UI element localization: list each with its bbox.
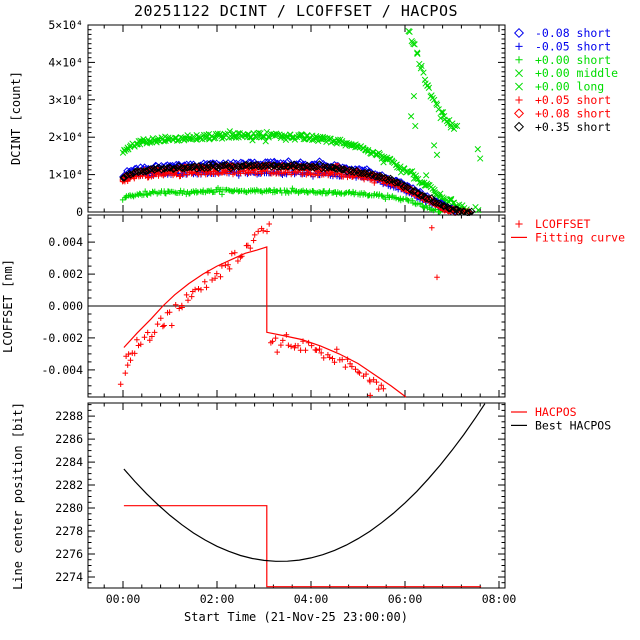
panel-dcint: 0 1×10⁴ 2×10⁴ 3×10⁴ 4×10⁴ 5×10⁴ -0.08 short-0.…	[48, 18, 618, 219]
legend-marker-plus	[515, 96, 523, 104]
lcoffset-scatter-fall	[268, 332, 387, 392]
xtick-label: 04:00	[294, 592, 329, 606]
legend-item: LCOFFSET	[515, 217, 590, 231]
legend-label: -0.08 short	[535, 26, 611, 40]
legend-label: +0.00 middle	[535, 66, 618, 80]
legend-label: LCOFFSET	[535, 217, 590, 231]
xtick-label: 00:00	[106, 592, 141, 606]
hacpos-line	[123, 505, 482, 588]
legend-marker-diamond	[513, 121, 525, 132]
y-axis-label-dcint: DCINT [count]	[9, 71, 23, 165]
y-axis-label-hacpos: Line center position [bit]	[11, 402, 25, 590]
ytick-label: 2288	[55, 409, 83, 423]
ytick-label: 1×10⁴	[48, 168, 83, 182]
lcoffset-scatter-outliers	[117, 225, 440, 399]
ytick-label: -0.004	[41, 363, 83, 377]
ytick-label: 2278	[55, 524, 83, 538]
series-+0.00-middle	[405, 27, 461, 132]
ytick-label: 0	[76, 205, 83, 219]
ytick-label: 2282	[55, 478, 83, 492]
ytick-label: 2×10⁴	[48, 130, 83, 144]
legend-label: +0.00 long	[535, 80, 604, 94]
series-+0.00-short	[119, 185, 444, 215]
series-outliers	[407, 92, 484, 214]
legend-item: +0.00 short	[515, 53, 611, 67]
ytick-label: 2276	[55, 547, 83, 561]
legend-marker-cross	[515, 69, 523, 78]
legend-marker-plus	[515, 220, 523, 228]
legend-marker-diamond	[513, 108, 525, 119]
legend-label: HACPOS	[535, 405, 577, 419]
panel-border-hacpos	[87, 402, 506, 589]
legend-label: Fitting curve	[535, 230, 625, 244]
ytick-label: 0.002	[48, 267, 83, 281]
ytick-label: 4×10⁴	[48, 55, 83, 69]
ytick-label: 2286	[55, 432, 83, 446]
ytick-label: 0.004	[48, 235, 83, 249]
series-+0.35-short	[119, 160, 476, 216]
ytick-labels-dcint: 0 1×10⁴ 2×10⁴ 3×10⁴ 4×10⁴ 5×10⁴	[48, 18, 83, 219]
legend-label: -0.05 short	[535, 39, 611, 53]
series-+0.00-long	[119, 128, 470, 215]
legend-item: Best HACPOS	[511, 418, 611, 432]
ticks-hacpos	[88, 403, 505, 588]
fitting-curve	[123, 246, 407, 398]
ytick-labels-hacpos: 2274 2276 2278 2280 2282 2284 2286 2288	[55, 409, 83, 584]
xtick-label: 02:00	[200, 592, 235, 606]
best-hacpos-line	[123, 403, 486, 562]
data-dcint	[119, 27, 484, 216]
ticks-lcoffset	[88, 215, 505, 397]
legend-item: +0.08 short	[513, 106, 611, 120]
ytick-label: 0.000	[48, 299, 83, 313]
xtick-labels: 00:00 02:00 04:00 06:00 08:00	[106, 592, 517, 606]
x-axis-label: Start Time (21-Nov-25 23:00:00)	[184, 610, 408, 624]
legend-item: +0.05 short	[515, 93, 611, 107]
xtick-label: 06:00	[388, 592, 423, 606]
legend-marker-cross	[515, 82, 523, 91]
ytick-label: 2274	[55, 570, 83, 584]
legend-label: +0.00 short	[535, 53, 611, 67]
ytick-label: 3×10⁴	[48, 93, 83, 107]
legend-label: +0.08 short	[535, 106, 611, 120]
legend-label: +0.35 short	[535, 120, 611, 134]
legend-item: -0.05 short	[515, 39, 611, 53]
panel-hacpos: 2274 2276 2278 2280 2282 2284 2286 2288 HACPOSBe…	[55, 402, 611, 589]
legend-item: +0.00 middle	[515, 66, 618, 80]
data-hacpos	[123, 403, 486, 588]
ytick-label: 2284	[55, 455, 83, 469]
lcoffset-scatter-rise	[123, 221, 272, 359]
legend-item: -0.08 short	[513, 26, 611, 40]
xtick-label: 08:00	[482, 592, 517, 606]
legend-item: +0.00 long	[515, 80, 604, 94]
ytick-label: 2280	[55, 501, 83, 515]
legend-dcint: -0.08 short-0.05 short+0.00 short+0.00 m…	[513, 26, 618, 134]
legend-item: +0.35 short	[513, 120, 611, 134]
ytick-label: 5×10⁴	[48, 18, 83, 32]
legend-item: Fitting curve	[511, 230, 625, 244]
legend-marker-diamond	[513, 27, 525, 39]
ytick-labels-lcoffset: -0.004 -0.002 0.000 0.002 0.004	[41, 235, 83, 377]
legend-item: HACPOS	[511, 405, 577, 419]
panel-lcoffset: -0.004 -0.002 0.000 0.002 0.004 LCOFFSETFitti…	[41, 214, 625, 399]
chart-title: 20251122 DCINT / LCOFFSET / HACPOS	[134, 2, 458, 20]
legend-marker-plus	[515, 56, 523, 64]
data-lcoffset	[117, 221, 440, 399]
y-axis-label-lcoffset: LCOFFSET [nm]	[1, 259, 15, 353]
legend-label: Best HACPOS	[535, 418, 611, 432]
legend-label: +0.05 short	[535, 93, 611, 107]
legend-marker-plus	[515, 42, 523, 50]
ytick-label: -0.002	[41, 331, 83, 345]
